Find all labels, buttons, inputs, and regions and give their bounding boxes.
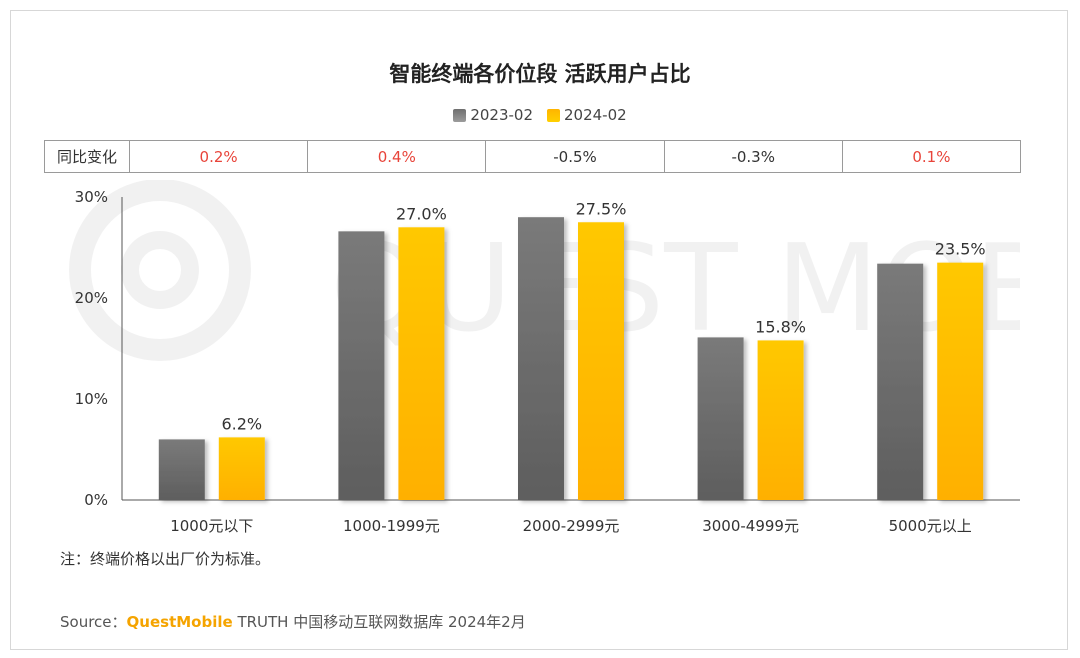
legend-label-2024: 2024-02 — [564, 106, 627, 124]
x-tick-label: 5000元以上 — [889, 517, 972, 535]
source-line: Source：QuestMobile TRUTH 中国移动互联网数据库 2024… — [60, 611, 526, 632]
source-brand: QuestMobile — [126, 613, 233, 631]
data-label: 27.5% — [576, 199, 627, 218]
y-tick-label: 30% — [75, 188, 108, 206]
yoy-cell: -0.5% — [486, 141, 665, 172]
bar-2024-02-2 — [578, 222, 624, 500]
bar-2024-02-4 — [937, 262, 984, 500]
bar-2023-02-4 — [877, 263, 924, 500]
yoy-cell: 0.1% — [912, 147, 951, 166]
bar-2024-02-3 — [757, 340, 804, 500]
y-tick-label: 10% — [75, 390, 108, 408]
legend-item-2023: 2023-02 — [453, 106, 533, 124]
legend-label-2023: 2023-02 — [470, 106, 533, 124]
data-label: 15.8% — [755, 317, 806, 336]
data-label: 6.2% — [221, 414, 262, 433]
bar-2024-02-1 — [398, 227, 445, 501]
y-tick-label: 20% — [75, 289, 108, 307]
y-tick-label: 0% — [84, 491, 108, 509]
bar-2024-02-0 — [218, 437, 265, 500]
yoy-table: 同比变化 0.2% 0.4% -0.5% -0.3% 0.1% — [44, 140, 1021, 173]
bar-2023-02-2 — [518, 217, 564, 500]
yoy-cell: 0.4% — [308, 141, 487, 172]
legend-swatch-2024 — [547, 108, 560, 122]
chart-frame — [10, 10, 1068, 650]
x-tick-label: 3000-4999元 — [702, 517, 799, 535]
yoy-cell: -0.3% — [665, 141, 843, 172]
source-rest: TRUTH 中国移动互联网数据库 2024年2月 — [232, 613, 526, 631]
x-tick-label: 1000元以下 — [170, 517, 253, 535]
x-tick-label: 2000-2999元 — [523, 517, 620, 535]
legend: 2023-02 2024-02 — [0, 106, 1080, 124]
yoy-row-label: 同比变化 — [45, 141, 130, 172]
legend-item-2024: 2024-02 — [547, 106, 627, 124]
legend-swatch-2023 — [453, 108, 467, 122]
data-label: 23.5% — [935, 240, 986, 259]
footnote: 注：终端价格以出厂价为标准。 — [60, 550, 271, 568]
x-tick-label: 1000-1999元 — [343, 517, 440, 535]
data-label: 27.0% — [396, 204, 447, 223]
chart-title: 智能终端各价位段 活跃用户占比 — [389, 62, 691, 86]
bar-2023-02-0 — [158, 439, 205, 500]
bar-2023-02-1 — [338, 231, 385, 500]
yoy-cell: 0.2% — [130, 141, 309, 172]
bar-2023-02-3 — [697, 337, 744, 500]
source-prefix: Source： — [60, 613, 127, 631]
